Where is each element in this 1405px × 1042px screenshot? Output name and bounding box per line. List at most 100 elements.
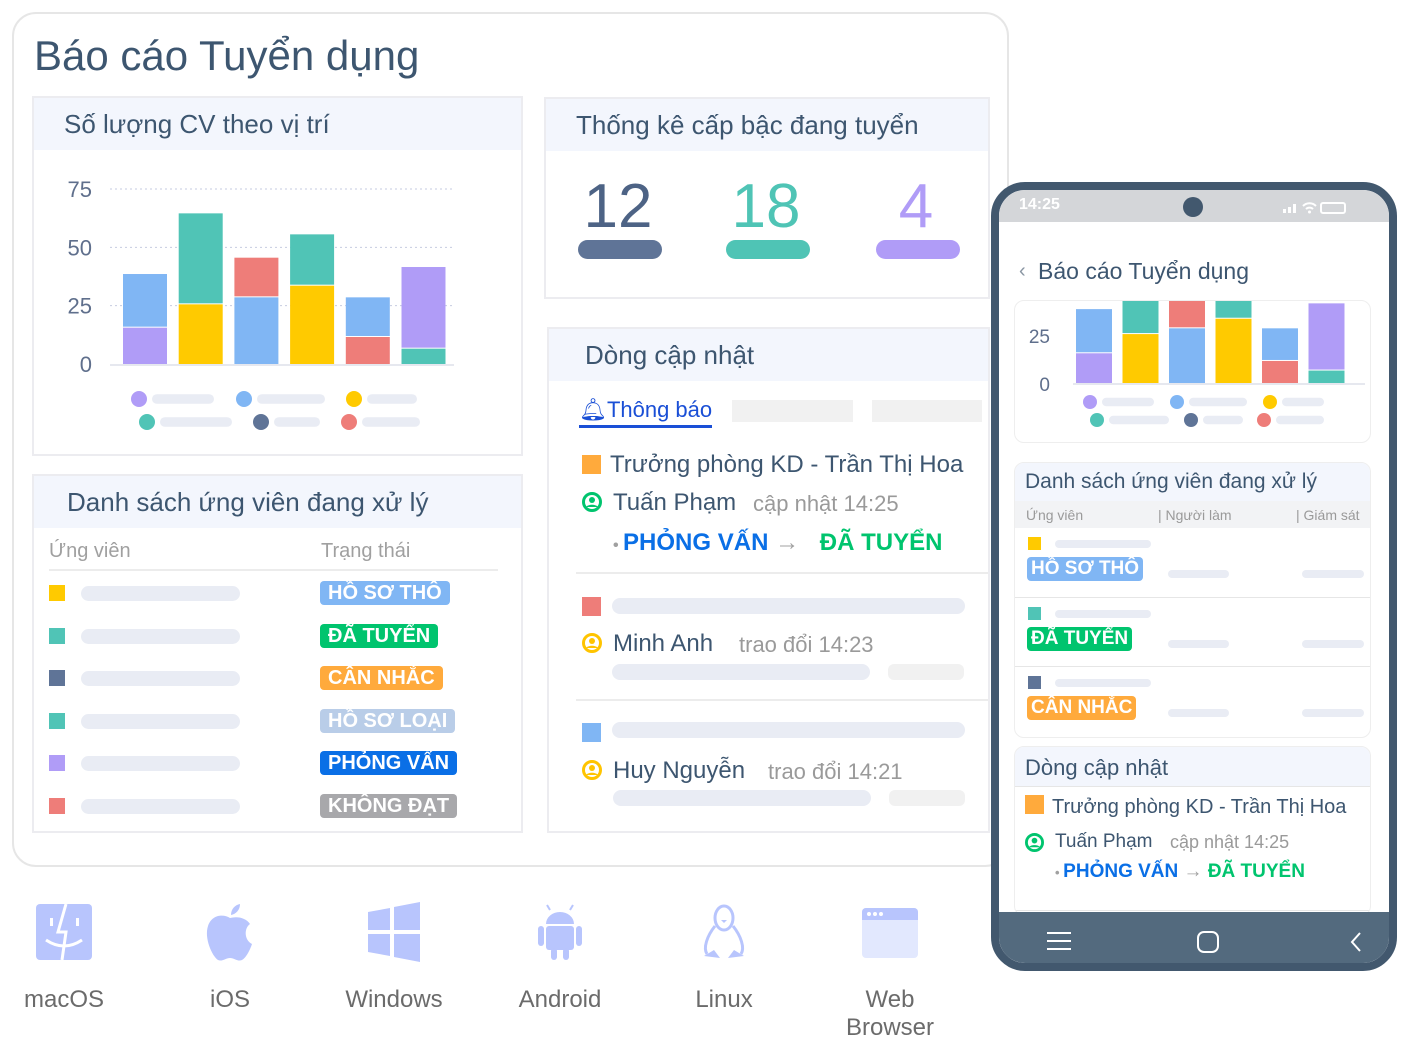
candidate-name-placeholder: [81, 671, 240, 686]
stats-title: Thống kê cấp bậc đang tuyển: [546, 99, 988, 151]
platform-label: Android: [518, 986, 602, 1013]
bar-segment-red: [345, 337, 390, 364]
red-square-icon: [582, 597, 601, 616]
bar-segment-yellow: [178, 304, 223, 364]
orange-square-icon: [582, 455, 601, 474]
table-row[interactable]: HỒ SƠ THÔ: [34, 581, 521, 612]
web-icon: [862, 908, 918, 958]
arrow-right-icon: →: [1178, 861, 1208, 882]
table-row[interactable]: PHỎNG VẤN: [34, 751, 521, 782]
platform-label: macOS: [23, 986, 104, 1013]
stat-bar: [876, 240, 960, 259]
phone-status-bar: 14:25: [999, 190, 1389, 222]
legend-dot-purple: [131, 391, 147, 407]
platform-label: Web Browser: [845, 986, 935, 1041]
stat-value: 12: [583, 172, 653, 241]
color-square-icon: [1028, 537, 1041, 550]
table-row[interactable]: KHÔNG ĐẠT: [34, 793, 521, 825]
y-tick-label: 25: [1029, 327, 1050, 348]
legend-label-placeholder: [160, 417, 232, 427]
bar-segment-yellow: [290, 285, 335, 364]
supervisor-placeholder: [1302, 640, 1364, 648]
column-header-candidate: Ứng viên: [49, 540, 131, 562]
bar-segment-blue: [1076, 309, 1112, 353]
column-header-status: Trạng thái: [321, 540, 411, 562]
platform-macos[interactable]: macOS: [0, 900, 134, 1014]
tab-placeholder[interactable]: [732, 400, 853, 422]
platform-ios[interactable]: iOS: [160, 900, 300, 1014]
user-icon: [582, 633, 602, 653]
phone-table-row[interactable]: ĐÃ TUYỂN: [1015, 597, 1370, 666]
legend-dot-teal: [139, 414, 155, 430]
legend-label-placeholder: [152, 394, 214, 404]
legend-label-placeholder: [1109, 415, 1169, 425]
legend-label-placeholder: [367, 394, 417, 404]
color-square-icon: [1028, 676, 1041, 689]
cv-chart-panel: Số lượng CV theo vị trí 0 25 50 75: [32, 96, 523, 456]
home-button-icon[interactable]: [1197, 931, 1219, 953]
legend-dot-slate: [253, 414, 269, 430]
windows-icon: [368, 902, 420, 962]
phone-update-person: Tuấn Phạm: [1055, 831, 1153, 852]
placeholder-line: [889, 790, 965, 806]
col-supervisor: | Giám sát: [1296, 507, 1360, 523]
linux-icon: [703, 904, 745, 958]
legend-label-placeholder: [1203, 415, 1243, 425]
menu-icon[interactable]: [1047, 931, 1071, 951]
table-row[interactable]: CÂN NHẮC: [34, 666, 521, 697]
user-icon: [582, 760, 602, 780]
divider: [49, 569, 498, 571]
status-to: ĐÃ TUYỂN: [819, 529, 943, 556]
table-row[interactable]: HỒ SƠ LOẠI: [34, 708, 521, 740]
bar-segment-red: [1262, 360, 1298, 383]
phone-status-change: • PHỎNG VẤN → ĐÃ TUYỂN: [1055, 861, 1305, 882]
orange-square-icon: [1025, 795, 1044, 814]
status-badge: ĐÃ TUYỂN: [1027, 627, 1133, 651]
placeholder-line: [612, 664, 870, 680]
back-chevron-icon[interactable]: ‹: [1019, 260, 1026, 282]
macos-icon: [36, 903, 92, 961]
candidate-name-placeholder: [81, 756, 240, 771]
table-row[interactable]: ĐÃ TUYỂN: [34, 623, 521, 655]
page-title: Báo cáo Tuyển dụng: [34, 32, 420, 79]
phone-bar-chart: 0 25: [1029, 301, 1365, 427]
platform-windows[interactable]: Windows: [324, 900, 464, 1014]
stat-value: 4: [898, 172, 934, 241]
legend-dot-red: [341, 414, 357, 430]
legend-dot-yellow: [1263, 395, 1277, 409]
legend-label-placeholder: [362, 417, 420, 427]
platform-linux[interactable]: Linux: [654, 900, 794, 1014]
legend-dot-blue: [1170, 395, 1184, 409]
bar-segment-purple: [123, 327, 167, 364]
legend-label-placeholder: [1276, 415, 1324, 425]
bar-segment-teal: [178, 213, 223, 304]
supervisor-placeholder: [1302, 709, 1364, 717]
y-tick-label: 75: [68, 177, 92, 202]
bar-segment-teal: [1308, 370, 1345, 383]
bar-segment-blue: [1169, 328, 1205, 383]
phone-table-row[interactable]: CÂN NHẮC: [1015, 666, 1370, 735]
phone-column-header: Ứng viên | Người làm | Giám sát: [1015, 501, 1370, 528]
update-action: trao đổi 14:23: [739, 632, 874, 657]
legend-label-placeholder: [1282, 397, 1324, 407]
bar-segment-blue: [123, 274, 167, 327]
update-action: cập nhật 14:25: [753, 491, 899, 516]
platform-android[interactable]: Android: [490, 900, 630, 1014]
candidate-name-placeholder: [81, 586, 240, 601]
arrow-right-icon: →: [768, 529, 806, 556]
legend-dot-purple: [1083, 395, 1097, 409]
back-icon[interactable]: [1349, 931, 1363, 953]
tab-placeholder[interactable]: [872, 400, 982, 422]
phone-update-title: Trưởng phòng KD - Trần Thị Hoa: [1052, 796, 1347, 818]
y-tick-label: 25: [68, 294, 92, 319]
color-square-icon: [1028, 607, 1041, 620]
tab-notifications[interactable]: 🔔︎Thông báo: [579, 397, 713, 428]
android-icon: [538, 904, 582, 960]
bar-segment-teal: [290, 234, 335, 285]
candidate-name-placeholder: [81, 798, 240, 814]
bell-icon: 🔔︎: [579, 397, 607, 422]
assignee-placeholder: [1168, 640, 1229, 648]
phone-table-row[interactable]: HỒ SƠ THÔ: [1015, 528, 1370, 597]
bar-segment-blue: [234, 297, 279, 364]
update-action: trao đổi 14:21: [768, 759, 903, 784]
